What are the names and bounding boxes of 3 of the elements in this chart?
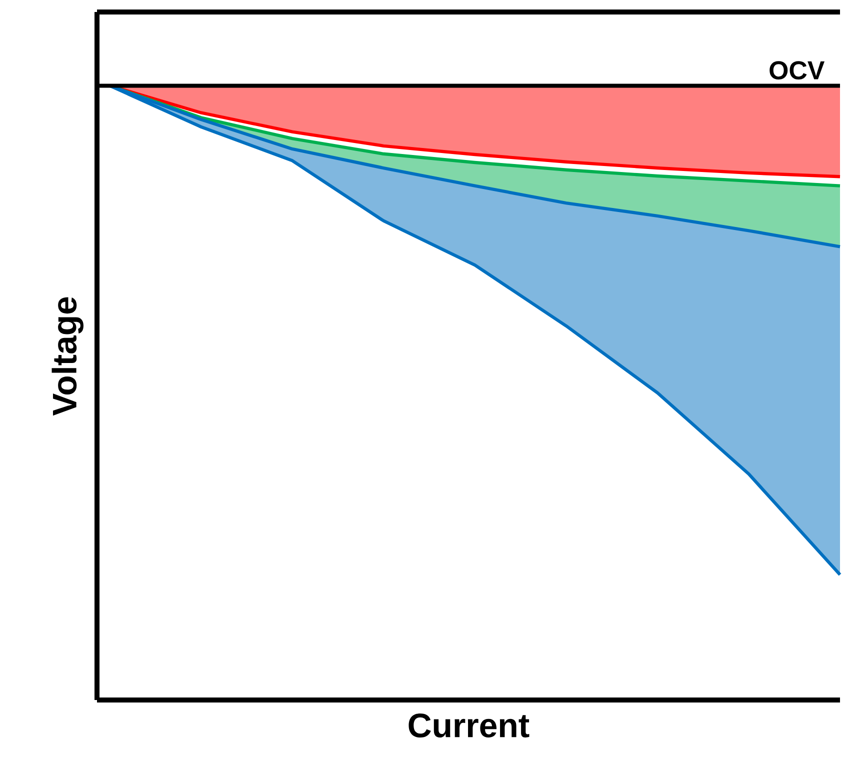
x-axis-title: Current xyxy=(408,714,530,738)
ref-line-label: OCV xyxy=(770,61,825,80)
y-axis-title: Voltage xyxy=(52,297,84,416)
